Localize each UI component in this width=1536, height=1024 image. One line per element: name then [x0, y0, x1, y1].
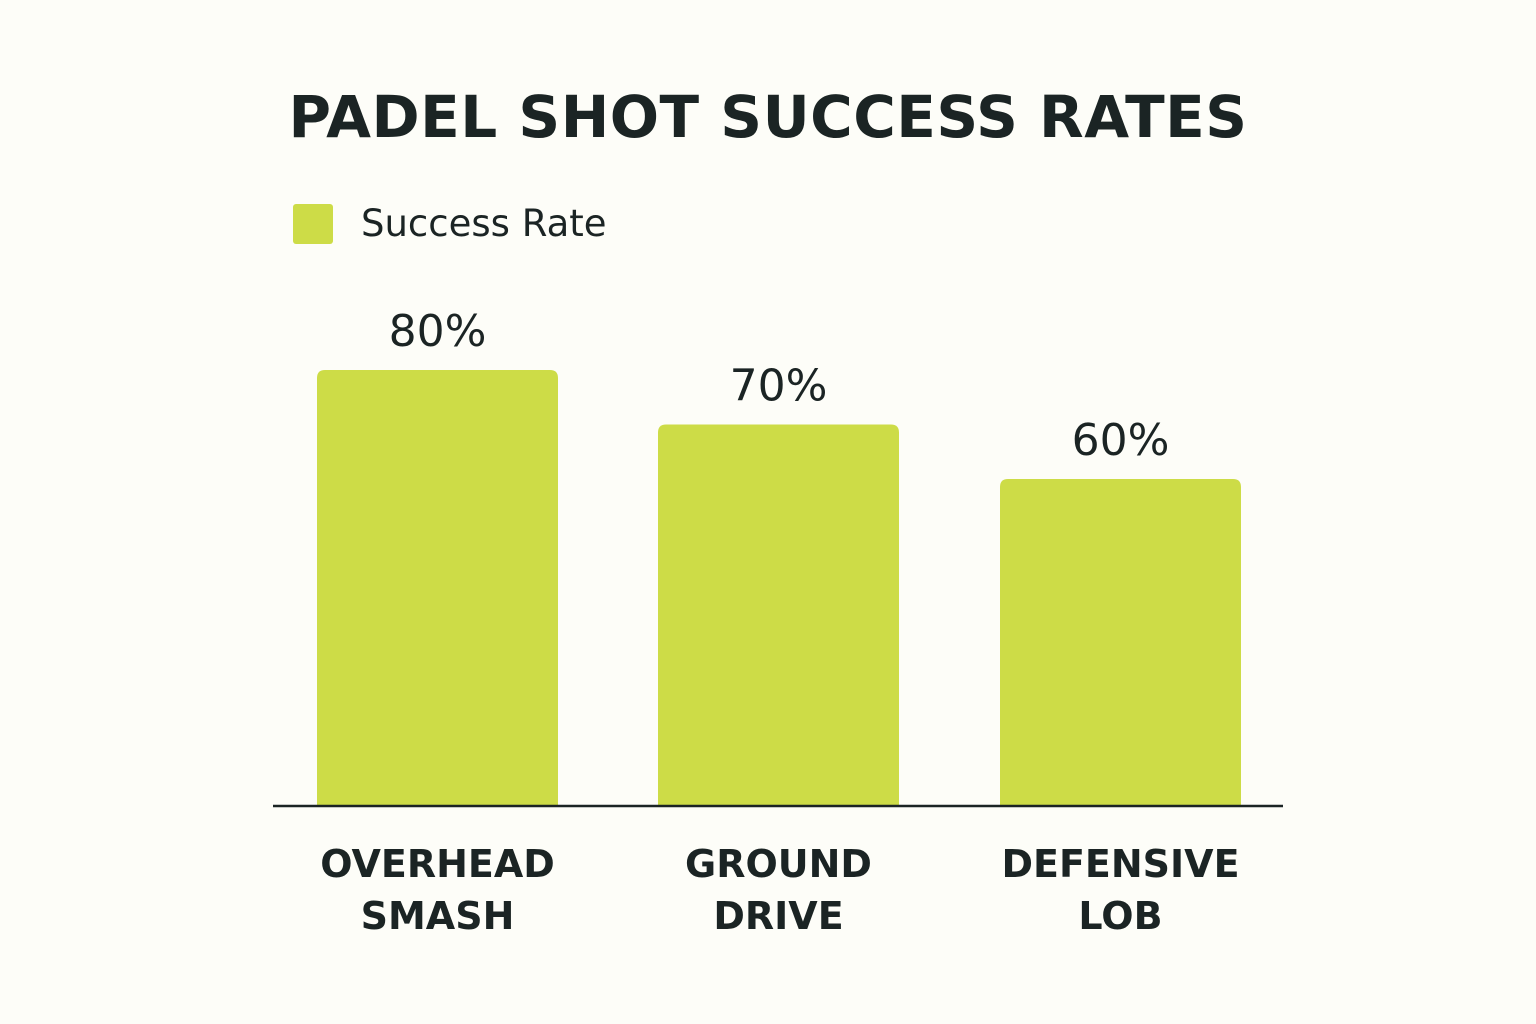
bar-value-label-1: 70% — [730, 361, 828, 412]
legend: Success Rate — [293, 204, 607, 244]
bar-value-label-2: 60% — [1072, 415, 1170, 466]
labels-layer: 80% OVERHEAD SMASH 70% GROUND DRIVE 60% DEFENSI… — [320, 306, 1239, 938]
bars-layer — [317, 370, 1241, 806]
category-label-2: DEFENSIVE LOB — [1001, 842, 1239, 938]
category-label-0: OVERHEAD SMASH — [320, 842, 555, 938]
chart-title: PADEL SHOT SUCCESS RATES — [288, 83, 1248, 151]
legend-label: Success Rate — [361, 202, 607, 245]
category-label-1: GROUND DRIVE — [685, 842, 872, 938]
bar-0 — [317, 370, 558, 806]
bar-1 — [658, 424, 899, 806]
bar-2 — [1000, 479, 1241, 806]
bar-value-label-0: 80% — [389, 306, 487, 357]
legend-swatch — [293, 204, 333, 244]
